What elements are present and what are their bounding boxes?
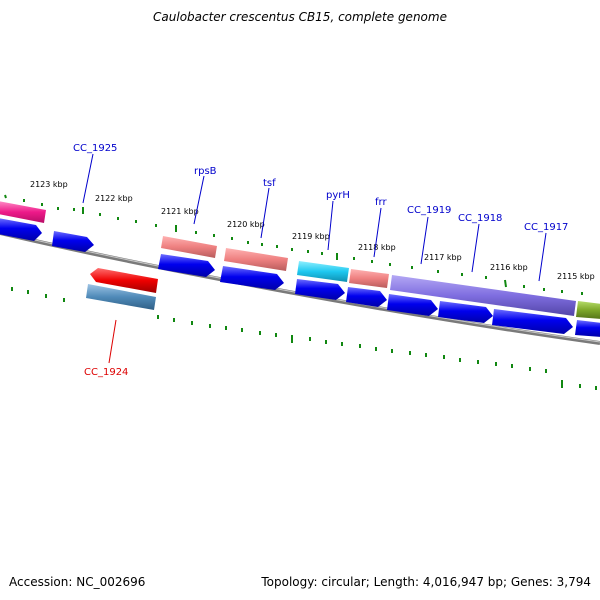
accession-text: Accession: NC_002696	[9, 575, 146, 589]
genome-summary-text: Topology: circular; Length: 4,016,947 bp…	[261, 575, 591, 589]
gene-label[interactable]: rpsB	[194, 166, 217, 177]
gene-label-reverse[interactable]: CC_1924	[84, 367, 128, 378]
outer-tick-ring	[4, 194, 583, 295]
kbp-label: 2115 kbp	[557, 272, 595, 281]
reverse-features	[86, 268, 158, 310]
forward-gene-features	[0, 201, 600, 319]
cds-arrow[interactable]	[492, 309, 573, 334]
gene-feature-CC_1924[interactable]	[86, 284, 156, 310]
gene-label[interactable]: CC_1925	[73, 143, 117, 154]
leader-line	[420, 216, 429, 265]
forward-cds-arrows	[0, 218, 600, 337]
cds-arrow[interactable]	[575, 320, 600, 337]
cds-arrow-reverse[interactable]	[90, 268, 158, 293]
kbp-label: 2120 kbp	[227, 220, 265, 229]
gene-feature-pyrH[interactable]	[297, 261, 349, 282]
cds-arrow[interactable]	[438, 301, 493, 323]
leader-line	[327, 200, 334, 251]
leader-line-reverse	[108, 319, 117, 364]
cds-arrow[interactable]	[52, 231, 94, 252]
kbp-label: 2123 kbp	[30, 180, 68, 189]
kbp-labels: 2123 kbp 2122 kbp 2121 kbp 2120 kbp 2119…	[30, 180, 595, 281]
cds-arrow[interactable]	[387, 294, 438, 316]
kbp-label: 2121 kbp	[161, 207, 199, 216]
gene-feature-frr[interactable]	[349, 269, 389, 288]
leader-line	[471, 223, 480, 273]
cds-arrow[interactable]	[346, 287, 387, 307]
cds-arrow[interactable]	[0, 218, 42, 241]
cds-arrow[interactable]	[220, 266, 284, 290]
gene-feature-CC_1919[interactable]	[390, 275, 576, 316]
map-title: Caulobacter crescentus CB15, complete ge…	[153, 10, 447, 24]
gene-labels: CC_1925 rpsB tsf pyrH frr CC_1919 CC_191…	[73, 143, 568, 378]
kbp-label: 2117 kbp	[424, 253, 462, 262]
leader-line	[538, 232, 547, 282]
gene-feature-green[interactable]	[576, 301, 600, 319]
inner-tick-ring	[11, 287, 597, 390]
gene-label[interactable]: CC_1917	[524, 222, 568, 233]
gene-label[interactable]: CC_1919	[407, 205, 451, 216]
leader-line	[82, 153, 94, 204]
gene-label[interactable]: pyrH	[326, 190, 350, 201]
gene-label[interactable]: tsf	[263, 178, 276, 189]
label-leaders	[82, 153, 547, 364]
leader-line	[260, 187, 270, 239]
leader-line	[373, 207, 382, 258]
gene-feature-rpsB[interactable]	[161, 236, 217, 258]
gene-feature-tsf[interactable]	[224, 248, 288, 271]
cds-arrow[interactable]	[295, 279, 345, 300]
gene-label[interactable]: frr	[375, 197, 387, 208]
kbp-label: 2122 kbp	[95, 194, 133, 203]
leader-line	[193, 175, 205, 225]
kbp-label: 2116 kbp	[490, 263, 528, 272]
gene-feature-pink[interactable]	[0, 201, 46, 223]
kbp-label: 2119 kbp	[292, 232, 330, 241]
cds-arrow[interactable]	[158, 254, 215, 277]
gene-label[interactable]: CC_1918	[458, 213, 502, 224]
kbp-label: 2118 kbp	[358, 243, 396, 252]
